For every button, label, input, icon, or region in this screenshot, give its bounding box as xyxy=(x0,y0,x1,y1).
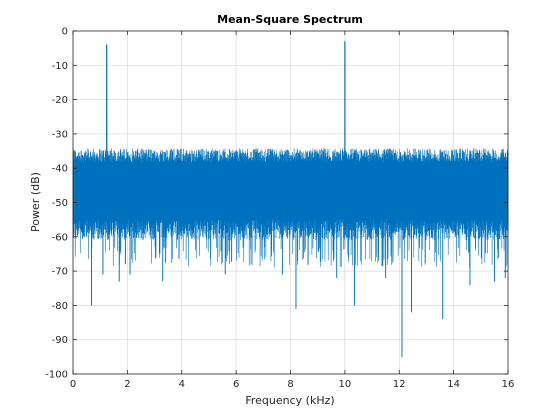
y-tick-label: -20 xyxy=(52,95,68,106)
x-tick-label: 16 xyxy=(502,379,515,390)
x-axis-label: Frequency (kHz) xyxy=(245,394,334,407)
spectrum-line xyxy=(72,41,509,357)
y-axis-label: Power (dB) xyxy=(29,172,42,232)
x-tick-label: 10 xyxy=(339,379,352,390)
x-tick-label: 6 xyxy=(233,379,239,390)
x-tick-label: 4 xyxy=(179,379,185,390)
ticks: 0 2 4 6 8 10 12 14 16 0 -10 -20 -30 -40 -50 -60 -70 -80 -9… xyxy=(45,27,514,391)
chart-title: Mean-Square Spectrum xyxy=(217,13,363,26)
y-tick-label: -60 xyxy=(52,232,68,243)
y-tick-label: -50 xyxy=(52,198,68,209)
y-tick-label: -100 xyxy=(45,370,68,381)
y-tick-label: -10 xyxy=(52,61,68,72)
y-tick-label: -40 xyxy=(52,164,68,175)
y-tick-label: 0 xyxy=(62,27,68,38)
y-tick-label: -80 xyxy=(52,301,68,312)
x-tick-label: 14 xyxy=(447,379,460,390)
y-tick-label: -70 xyxy=(52,267,68,278)
y-tick-label: -30 xyxy=(52,129,68,140)
spectrum-series xyxy=(72,41,509,357)
x-tick-label: 0 xyxy=(70,379,76,390)
x-tick-label: 8 xyxy=(287,379,293,390)
x-tick-label: 12 xyxy=(393,379,406,390)
y-tick-label: -90 xyxy=(52,335,68,346)
x-tick-label: 2 xyxy=(124,379,130,390)
